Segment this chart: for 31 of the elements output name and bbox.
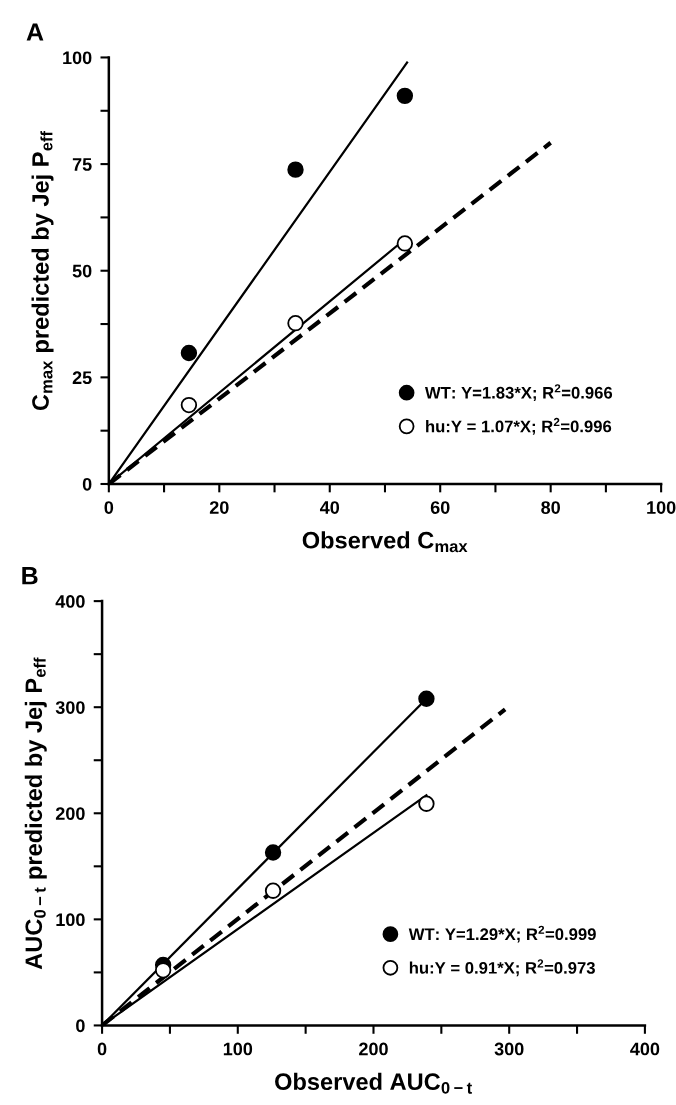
y-tick-label: 300 bbox=[55, 701, 85, 714]
legend-label: WT: Y=1.29*X; R$^{2}$=0.999 bbox=[408, 925, 596, 943]
y-axis-title: AUC$_{0−t}$ predicted by Jej P$_{eff}$ bbox=[24, 657, 47, 970]
y-tick-label: 200 bbox=[55, 807, 85, 820]
x-axis-title: Observed C$_{max}$ bbox=[302, 531, 468, 553]
legend-label: WT: Y=1.83*X; R$^{2}$=0.966 bbox=[424, 384, 613, 402]
y-tick-label: 25 bbox=[72, 371, 92, 385]
x-axis-title: Observed AUC$_{0−t}$ bbox=[275, 1072, 472, 1094]
y-tick-label: 75 bbox=[72, 158, 92, 171]
x-tick-label: 100 bbox=[223, 1042, 253, 1056]
chart-title: A bbox=[26, 23, 44, 41]
x-tick-label: 200 bbox=[359, 1042, 388, 1056]
chart-title: B bbox=[22, 567, 38, 585]
x-tick-label: 100 bbox=[647, 501, 676, 514]
x-tick-label: 300 bbox=[494, 1042, 524, 1056]
y-tick-label: 50 bbox=[72, 264, 92, 278]
y-tick-label: 0 bbox=[82, 477, 92, 491]
x-tick-label: 40 bbox=[319, 501, 340, 514]
y-tick-label: 0 bbox=[76, 1019, 85, 1033]
y-tick-label: 100 bbox=[56, 913, 85, 927]
x-tick-label: 60 bbox=[430, 501, 450, 514]
y-tick-label: 400 bbox=[55, 595, 85, 608]
y-axis-title: C$_{max}$ predicted by Jej P$_{eff}$ bbox=[31, 131, 54, 411]
y-tick-label: 100 bbox=[63, 51, 92, 65]
x-tick-label: 20 bbox=[209, 501, 229, 514]
x-tick-label: 0 bbox=[97, 1042, 107, 1056]
legend-label: hu:Y = 0.91*X; R$^{2}$=0.973 bbox=[409, 959, 595, 977]
legend-label: hu:Y = 1.07*X; R$^{2}$=0.996 bbox=[426, 417, 612, 435]
x-tick-label: 400 bbox=[630, 1042, 660, 1056]
x-tick-label: 0 bbox=[104, 501, 114, 514]
x-tick-label: 80 bbox=[541, 501, 560, 514]
